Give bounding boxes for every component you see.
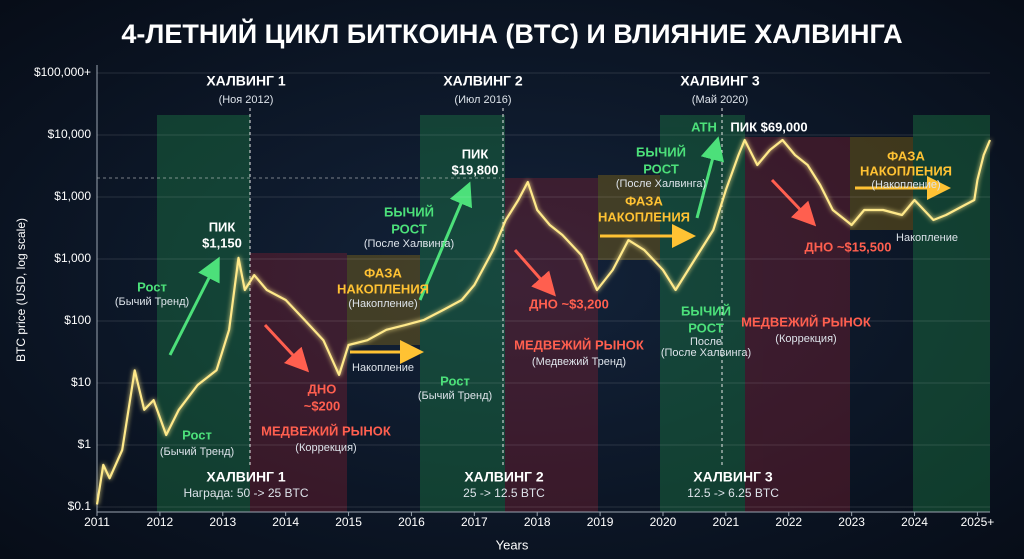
annotation: ПИК $69,000: [730, 119, 807, 134]
y-tick-label: $10: [71, 375, 91, 389]
annotation: (Бычий Тренд): [160, 446, 234, 458]
annotation: НАКОПЛЕНИЯ: [337, 281, 429, 296]
annotation: ХАЛВИНГ 1: [206, 73, 286, 89]
y-tick-label: $0.1: [68, 499, 92, 513]
annotation: 12.5 -> 6.25 BTC: [687, 486, 779, 500]
annotation: (После Халвинга): [364, 238, 454, 250]
annotation: ХАЛВИНГ 2: [464, 469, 544, 485]
annotation: (Коррекция): [775, 333, 836, 345]
y-tick-label: $10,000: [48, 127, 92, 141]
y-axis-label: BTC price (USD, log scale): [14, 218, 28, 362]
annotation: ПИК: [462, 146, 489, 161]
y-tick-label: $1,000: [54, 189, 91, 203]
x-tick-label: 2015: [335, 515, 362, 529]
annotation: ПИК: [209, 219, 236, 234]
x-tick-label: 2022: [775, 515, 802, 529]
y-tick-label: $1,000: [54, 251, 91, 265]
y-tick-label: $1: [78, 437, 92, 451]
annotation: ХАЛВИНГ 3: [680, 73, 760, 89]
annotation: МЕДВЕЖИЙ РЫНОК: [261, 423, 391, 438]
annotation: БЫЧИЙ: [384, 204, 434, 219]
annotation: Рост: [440, 373, 470, 388]
annotation: Рост: [182, 427, 212, 442]
annotation: ФАЗА: [625, 193, 663, 208]
annotation: ХАЛВИНГ 3: [693, 469, 773, 485]
annotations: ХАЛВИНГ 1 (Ноя 2012) ХАЛВИНГ 2 (Июл 2016…: [115, 73, 958, 500]
annotation: РОСТ: [391, 221, 427, 236]
annotation: НАКОПЛЕНИЯ: [598, 209, 690, 224]
price-line: [95, 138, 992, 505]
annotation: 25 -> 12.5 BTC: [463, 486, 545, 500]
annotation: (Накопление): [871, 179, 940, 191]
annotation: После: [690, 336, 722, 348]
annotation: (Май 2020): [692, 94, 748, 106]
annotation: НАКОПЛЕНИЯ: [860, 163, 952, 178]
x-tick-label: 2025+: [961, 515, 995, 529]
chart-title: 4-ЛЕТНИЙ ЦИКЛ БИТКОИНА (BTC) И ВЛИЯНИЕ Х…: [121, 18, 902, 49]
annotation: Накопление: [896, 232, 958, 244]
annotation: ХАЛВИНГ 2: [443, 73, 523, 89]
x-tick-label: 2024: [901, 515, 928, 529]
annotation: ДНО: [308, 381, 337, 396]
annotation: (Ноя 2012): [219, 94, 274, 106]
annotation: ХАЛВИНГ 1: [206, 469, 286, 485]
x-tick-label: 2023: [838, 515, 865, 529]
annotation: МЕДВЕЖИЙ РЫНОК: [514, 337, 644, 352]
x-tick-label: 2021: [713, 515, 740, 529]
annotation: ФАЗА: [364, 265, 402, 280]
x-tick-label: 2013: [209, 515, 236, 529]
y-tick-label: $100,000+: [34, 65, 91, 79]
annotation: (Медвежий Тренд): [532, 356, 626, 368]
x-tick-label: 2017: [461, 515, 488, 529]
annotation: (После Халвинга): [616, 178, 706, 190]
annotation: (Бычий Тренд): [418, 390, 492, 402]
annotation: МЕДВЕЖИЙ РЫНОК: [741, 314, 871, 329]
x-tick-label: 2011: [84, 515, 110, 529]
annotation: Рост: [137, 279, 167, 294]
x-axis-label: Years: [496, 537, 529, 552]
annotation: (После Халвинга): [661, 347, 751, 359]
annotation: $19,800: [452, 162, 499, 177]
annotation: Награда: 50 -> 25 BTC: [183, 486, 308, 500]
y-tick-label: $100: [64, 313, 91, 327]
annotation: (Накопление): [348, 298, 417, 310]
annotation: РОСТ: [643, 161, 679, 176]
annotation: (Коррекция): [295, 442, 356, 454]
annotation: $1,150: [202, 235, 242, 250]
halving-lines: [97, 108, 723, 465]
x-tick-label: 2020: [650, 515, 677, 529]
annotation: БЫЧИЙ: [681, 303, 731, 318]
x-tick-label: 2012: [147, 515, 174, 529]
annotation: ~$200: [304, 398, 341, 413]
annotation: Накопление: [352, 362, 414, 374]
x-tick-label: 2014: [272, 515, 299, 529]
annotation: (Июл 2016): [454, 94, 511, 106]
annotation: ДНО ~$15,500: [805, 239, 892, 254]
annotation: РОСТ: [688, 320, 724, 335]
annotation: ФАЗА: [887, 148, 925, 163]
annotation: ДНО ~$3,200: [529, 296, 609, 311]
x-tick-label: 2016: [398, 515, 425, 529]
annotation: ATH: [691, 119, 717, 134]
x-tick-label: 2019: [587, 515, 614, 529]
annotation: БЫЧИЙ: [636, 144, 686, 159]
annotation: (Бычий Тренд): [115, 296, 189, 308]
x-tick-label: 2018: [524, 515, 551, 529]
arrows: [168, 136, 951, 373]
